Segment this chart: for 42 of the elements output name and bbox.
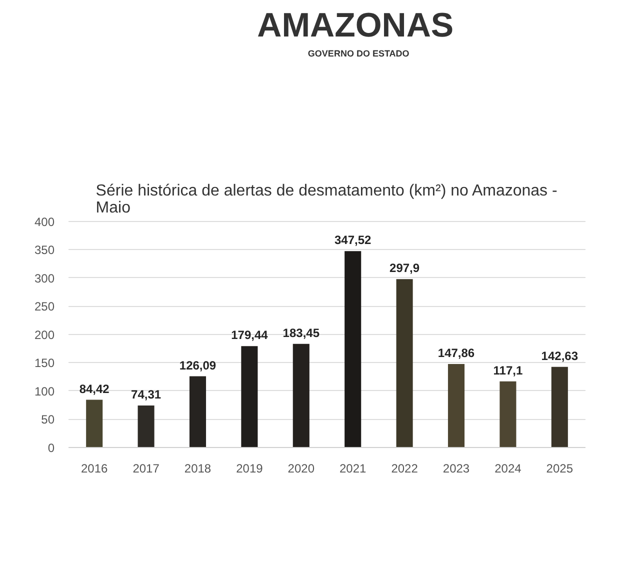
y-tick-label: 150 [34,356,55,370]
bar [86,400,103,448]
x-tick-label: 2020 [288,462,315,476]
text: AMAZONAS [257,6,454,44]
x-tick-label: 2019 [236,462,264,476]
data-label: 117,1 [493,363,523,378]
data-label: 74,31 [131,388,162,402]
data-label: 84,42 [79,382,110,396]
bar [344,251,362,448]
y-tick-label: 100 [34,384,55,398]
y-tick-label: 250 [34,300,55,314]
bar [138,406,154,448]
x-tick-label: 2025 [546,462,574,476]
bar [396,279,413,448]
y-tick-label: 50 [41,412,55,427]
data-label: 297,9 [390,261,420,276]
bar [500,381,516,448]
text: GOVERNO DO ESTADO [308,48,410,58]
x-tick-label: 2023 [442,462,470,476]
data-label: 347,52 [334,233,372,248]
bar [189,376,206,448]
x-tick-label: 2018 [184,462,212,476]
x-tick-label: 2017 [132,462,160,476]
data-label: 126,09 [179,358,216,372]
x-tick-label: 2016 [81,462,108,476]
bar [448,364,465,448]
bar [241,346,258,448]
y-tick-label: 300 [34,271,55,286]
data-label: 147,86 [438,346,475,360]
data-label: 179,44 [231,328,268,342]
y-tick-label: 200 [34,328,55,342]
bar [292,344,310,448]
data-label: 183,45 [282,326,320,340]
x-tick-label: 2022 [391,462,418,476]
y-tick-label: 400 [34,214,55,229]
x-tick-label: 2021 [340,462,367,476]
bar [551,366,568,448]
x-tick-label: 2024 [494,462,522,476]
chart-title: Série histórica de alertas de desmatamento (km²) no Amazonas - Maio [96,182,558,216]
y-tick-label: 0 [48,441,55,455]
y-tick-label: 350 [34,243,55,258]
data-label: 142,63 [541,348,578,363]
